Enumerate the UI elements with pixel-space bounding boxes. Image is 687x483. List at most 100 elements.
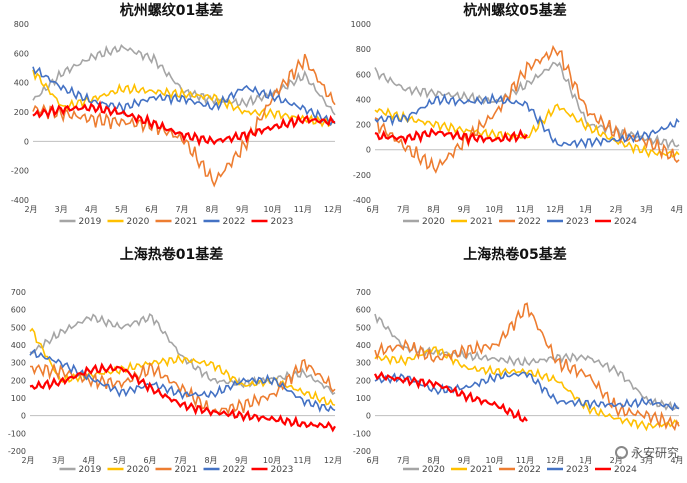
legend-label: 2023 — [271, 465, 294, 475]
y-tick-label: 600 — [356, 70, 371, 79]
y-tick-label: -400 — [11, 196, 29, 205]
y-tick-label: 0 — [21, 412, 26, 421]
chart-title: 杭州螺纹05基差 — [463, 3, 567, 19]
y-tick-label: -200 — [353, 171, 371, 180]
x-tick-label: 7月 — [175, 205, 188, 214]
x-tick-label: 2月 — [610, 205, 623, 214]
legend-label: 2024 — [614, 465, 637, 475]
series-line-2022 — [374, 44, 680, 174]
y-tick-label: 400 — [356, 95, 371, 104]
x-tick-label: 8月 — [204, 456, 217, 465]
y-tick-label: 100 — [356, 394, 371, 403]
x-tick-label: 9月 — [235, 456, 248, 465]
x-tick-label: 3月 — [55, 205, 68, 214]
x-tick-label: 1月 — [579, 456, 592, 465]
x-tick-label: 8月 — [427, 205, 440, 214]
y-tick-label: 500 — [356, 323, 371, 332]
x-tick-label: 4月 — [670, 205, 683, 214]
x-tick-label: 12月 — [324, 456, 342, 465]
legend-label: 2020 — [127, 217, 150, 227]
watermark-text: 永安研究 — [630, 446, 679, 460]
series-line-2021 — [374, 346, 680, 432]
series-line-2021 — [374, 103, 680, 159]
y-tick-label: 1000 — [351, 20, 371, 29]
y-tick-label: 800 — [356, 45, 371, 54]
chart-title: 上海热卷01基差 — [119, 247, 224, 263]
x-tick-label: 3月 — [640, 205, 653, 214]
watermark: 永安研究 — [614, 444, 679, 461]
y-tick-label: 200 — [14, 108, 29, 117]
x-tick-label: 2月 — [24, 205, 37, 214]
series-line-2023 — [29, 362, 336, 433]
x-tick-label: 9月 — [458, 205, 471, 214]
chart-plot: -200 -100 0 100 200 300 400 500 600 700 6月 7月 8月 9月 10… — [353, 288, 684, 475]
series-line-2023 — [32, 100, 336, 147]
series-line-2019 — [29, 312, 336, 396]
legend-label: 2024 — [614, 217, 637, 227]
legend-label: 2020 — [422, 465, 445, 475]
x-tick-label: 10月 — [486, 456, 504, 465]
x-tick-label: 7月 — [397, 456, 410, 465]
series-line-2020 — [32, 69, 336, 128]
series-line-2022 — [32, 66, 336, 127]
x-tick-label: 1月 — [579, 205, 592, 214]
x-tick-label: 10月 — [264, 205, 282, 214]
x-tick-label: 11月 — [294, 205, 312, 214]
x-tick-label: 5月 — [113, 456, 126, 465]
chart-title: 上海热卷05基差 — [463, 247, 567, 263]
legend-label: 2021 — [175, 465, 198, 475]
y-tick-label: 700 — [11, 288, 26, 297]
x-tick-label: 9月 — [458, 456, 471, 465]
series-line-2023 — [374, 92, 680, 150]
x-tick-label: 3月 — [52, 456, 65, 465]
legend-label: 2022 — [223, 217, 246, 227]
chart-panel-sh-hrc-01: 上海热卷01基差 -200 -100 0 100 200 300 400 500 600 700 2… — [0, 244, 343, 483]
x-tick-label: 8月 — [427, 456, 440, 465]
y-tick-label: 300 — [356, 359, 371, 368]
y-tick-label: 200 — [356, 376, 371, 385]
series-line-2022 — [374, 302, 680, 432]
x-tick-label: 4月 — [670, 456, 683, 465]
chart-plot: -400 -200 0 200 400 600 800 2月 3月 4月 5月 6月 7月 8月 9月 10月… — [11, 20, 342, 227]
y-tick-label: 100 — [11, 394, 26, 403]
y-tick-label: 0 — [366, 146, 371, 155]
legend-label: 2022 — [518, 465, 541, 475]
x-tick-label: 4月 — [82, 456, 95, 465]
x-tick-label: 7月 — [174, 456, 187, 465]
series-line-2024 — [374, 370, 528, 423]
chart-panel-sh-hrc-05: 上海热卷05基差 -200 -100 0 100 200 300 400 500 600 700 6… — [343, 244, 687, 483]
y-tick-label: -200 — [11, 167, 29, 176]
y-tick-label: 200 — [11, 376, 26, 385]
series-line-2022 — [29, 348, 336, 413]
series-line-2024 — [374, 127, 528, 147]
legend-label: 2023 — [566, 465, 589, 475]
legend-label: 2023 — [566, 217, 589, 227]
chart-title: 杭州螺纹01基差 — [119, 3, 224, 19]
legend-label: 2022 — [223, 465, 246, 475]
legend-label: 2022 — [518, 217, 541, 227]
y-tick-label: -200 — [8, 447, 26, 456]
y-tick-label: 300 — [11, 359, 26, 368]
legend-label: 2020 — [422, 217, 445, 227]
series-line-2020 — [29, 327, 336, 406]
y-tick-label: 400 — [11, 341, 26, 350]
chart-panel-hz-rebar-05: 杭州螺纹05基差 -400 -200 0 200 400 600 800 1000 6月 7月 8月… — [343, 0, 687, 241]
y-tick-label: 0 — [24, 137, 29, 146]
legend-label: 2019 — [79, 217, 102, 227]
x-tick-label: 11月 — [516, 205, 534, 214]
x-tick-label: 12月 — [546, 205, 564, 214]
series-line-2020 — [374, 313, 680, 412]
y-tick-label: 600 — [11, 306, 26, 315]
legend-label: 2019 — [79, 465, 102, 475]
x-tick-label: 6月 — [366, 205, 379, 214]
x-tick-label: 11月 — [293, 456, 311, 465]
x-tick-label: 2月 — [610, 456, 623, 465]
legend-label: 2021 — [470, 217, 493, 227]
x-tick-label: 6月 — [143, 456, 156, 465]
x-tick-label: 8月 — [206, 205, 219, 214]
x-tick-label: 5月 — [115, 205, 128, 214]
chart-plot: -200 -100 0 100 200 300 400 500 600 700 2月 3月 4月 5月 6月… — [8, 288, 342, 475]
legend-label: 2021 — [470, 465, 493, 475]
y-tick-label: -100 — [8, 429, 26, 438]
x-tick-label: 2月 — [21, 456, 34, 465]
